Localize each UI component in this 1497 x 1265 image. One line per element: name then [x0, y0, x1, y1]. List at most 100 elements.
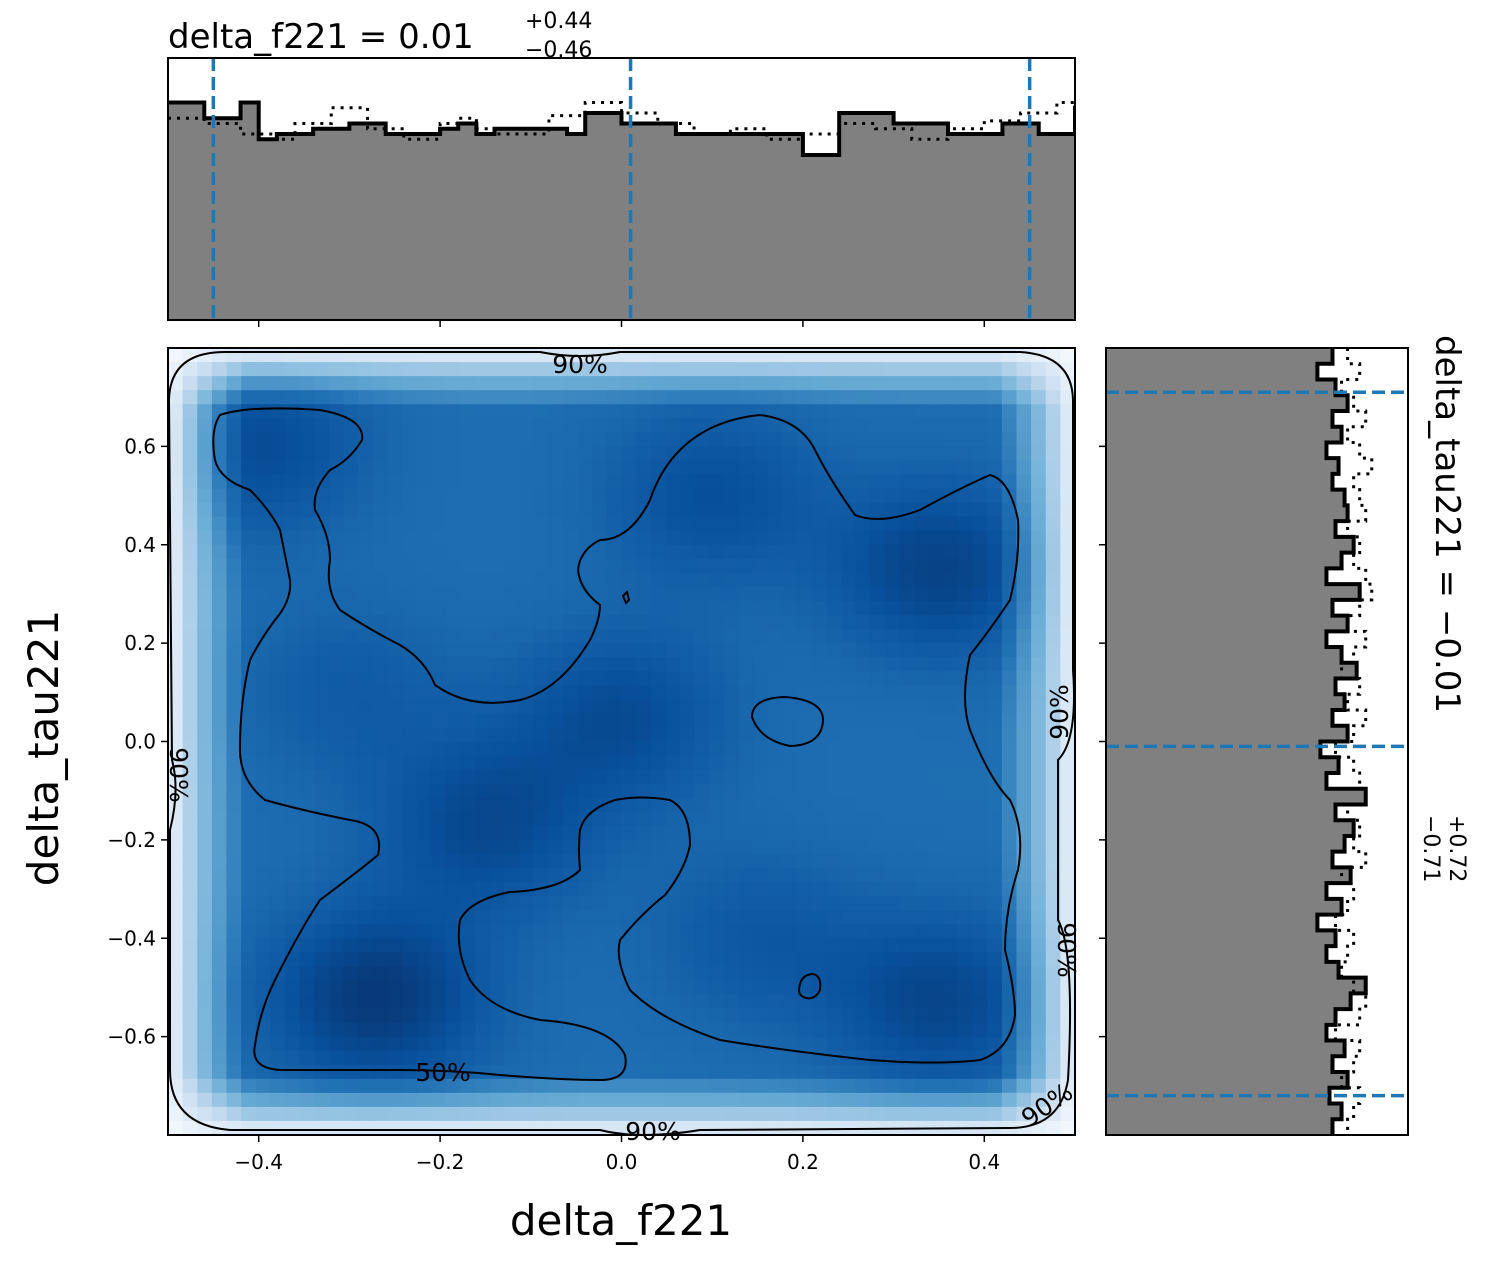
heat-cell: [577, 600, 593, 616]
heat-cell: [665, 572, 681, 588]
heat-cell: [987, 1008, 1003, 1024]
heat-cell: [840, 811, 857, 827]
heat-cell: [694, 727, 710, 743]
heat-cell: [402, 994, 418, 1010]
heat-cell: [519, 797, 535, 813]
heat-cell: [299, 797, 315, 813]
heat-cell: [621, 404, 637, 419]
heat-cell: [694, 896, 710, 911]
heat-cell: [811, 882, 827, 897]
top-title-sup: +0.44: [525, 9, 592, 34]
heat-cell: [987, 362, 1003, 377]
heat-cell: [870, 1022, 886, 1038]
heat-cell: [767, 1022, 784, 1038]
heat-cell: [606, 376, 623, 391]
heat-cell: [1045, 572, 1061, 588]
heat-cell: [270, 586, 286, 602]
heat-cell: [636, 600, 652, 616]
heat-cell: [182, 825, 198, 841]
heat-cell: [328, 994, 345, 1010]
heat-cell: [577, 1036, 593, 1052]
heat-cell: [314, 769, 330, 785]
heat-cell: [767, 460, 784, 476]
heat-cell: [489, 629, 506, 644]
heat-cell: [1031, 980, 1047, 996]
heat-cell: [753, 502, 769, 518]
heat-cell: [182, 376, 198, 391]
heat-cell: [431, 432, 447, 447]
heat-cell: [723, 572, 740, 588]
heat-cell: [884, 713, 901, 729]
heat-cell: [636, 1050, 652, 1066]
heat-cell: [372, 404, 389, 419]
heat-cell: [811, 825, 827, 841]
heat-cell: [914, 376, 930, 391]
heat-cell: [694, 432, 710, 447]
heat-cell: [928, 1078, 944, 1094]
heat-cell: [606, 558, 623, 574]
heat-cell: [460, 1022, 476, 1038]
heat-cell: [957, 797, 974, 813]
heat-cell: [343, 558, 359, 574]
heat-cell: [738, 488, 754, 504]
heat-cell: [884, 657, 901, 672]
heat-cell: [182, 853, 198, 869]
heat-cell: [943, 727, 959, 743]
heat-cell: [899, 727, 915, 743]
heat-cell: [211, 952, 228, 967]
heat-cell: [738, 671, 754, 686]
heat-cell: [767, 1008, 784, 1024]
heat-cell: [680, 643, 696, 658]
heat-cell: [709, 811, 725, 827]
heat-cell: [738, 586, 754, 602]
heat-cell: [738, 685, 754, 700]
heat-cell: [797, 348, 813, 363]
heat-cell: [826, 825, 842, 841]
heat-cell: [475, 460, 491, 476]
heat-cell: [1016, 643, 1032, 658]
heat-cell: [870, 966, 886, 982]
heat-cell: [899, 741, 915, 757]
heat-cell: [416, 741, 432, 757]
heat-cell: [914, 910, 930, 925]
heat-cell: [636, 783, 652, 799]
heat-cell: [270, 1106, 286, 1122]
heat-cell: [519, 769, 535, 785]
heat-cell: [650, 671, 666, 686]
heat-cell: [445, 418, 462, 433]
heat-cell: [255, 362, 271, 377]
heat-cell: [182, 432, 198, 447]
heat-cell: [255, 699, 271, 714]
heat-cell: [211, 811, 228, 827]
heat-cell: [782, 783, 798, 799]
heat-cell: [884, 432, 901, 447]
heat-cell: [1045, 446, 1061, 462]
heat-cell: [987, 432, 1003, 447]
heat-cell: [519, 755, 535, 771]
heat-cell: [328, 910, 345, 925]
heat-cell: [211, 769, 228, 785]
heat-cell: [168, 924, 184, 939]
heat-cell: [519, 600, 535, 616]
heat-cell: [943, 783, 959, 799]
heat-cell: [197, 924, 213, 939]
heat-cell: [197, 811, 213, 827]
heat-cell: [372, 516, 389, 532]
heat-cell: [241, 502, 257, 518]
heat-cell: [1031, 938, 1047, 953]
heat-cell: [431, 615, 447, 630]
heat-cell: [709, 853, 725, 869]
heat-cell: [372, 867, 389, 883]
heat-cell: [782, 811, 798, 827]
heat-cell: [943, 924, 959, 939]
heat-cell: [255, 1022, 271, 1038]
heat-cell: [1001, 713, 1018, 729]
heat-cell: [650, 994, 666, 1010]
heat-cell: [650, 938, 666, 953]
heat-cell: [767, 924, 784, 939]
heat-cell: [592, 699, 608, 714]
heat-cell: [709, 980, 725, 996]
heat-cell: [299, 615, 315, 630]
heat-cell: [533, 727, 549, 743]
heat-cell: [343, 811, 359, 827]
